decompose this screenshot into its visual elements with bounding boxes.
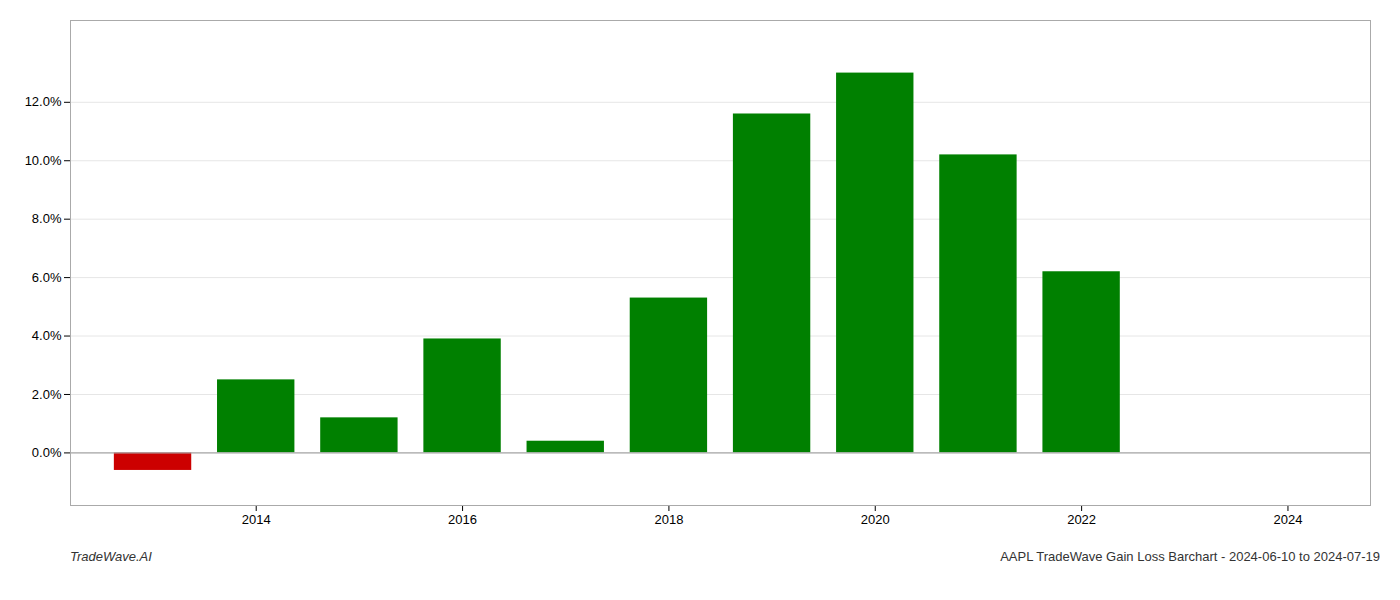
html-text:TradeWave.AI: TradeWave.AI — [70, 549, 152, 564]
svg-text:2020: 2020 — [861, 512, 890, 527]
svg-text:2016: 2016 — [448, 512, 477, 527]
svg-text:10.0%: 10.0% — [25, 153, 62, 168]
svg-text:6.0%: 6.0% — [32, 270, 62, 285]
svg-text:2014: 2014 — [242, 512, 271, 527]
svg-text:12.0%: 12.0% — [25, 94, 62, 109]
html-text:AAPL TradeWave Gain Loss Barch: AAPL TradeWave Gain Loss Barchart - 2024… — [1000, 549, 1380, 564]
svg-text:0.0%: 0.0% — [32, 445, 62, 460]
svg-text:8.0%: 8.0% — [32, 211, 62, 226]
svg-text:2022: 2022 — [1067, 512, 1096, 527]
svg-text:2.0%: 2.0% — [32, 387, 62, 402]
svg-text:4.0%: 4.0% — [32, 328, 62, 343]
svg-text:2024: 2024 — [1273, 512, 1302, 527]
svg-text:2018: 2018 — [654, 512, 683, 527]
